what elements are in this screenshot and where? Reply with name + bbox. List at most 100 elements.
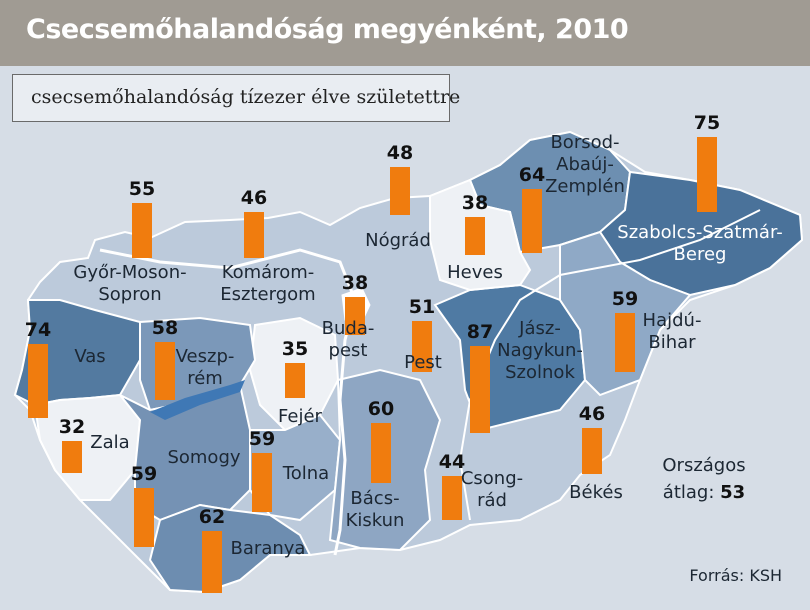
county-name-bacs: Bács- Kiskun — [346, 488, 405, 532]
county-name-line: Jász- — [519, 318, 561, 339]
county-name-zala: Zala — [90, 432, 129, 454]
value-label-baranya: 62 — [198, 506, 226, 528]
baranya-region — [148, 503, 312, 594]
bar-komarom — [244, 212, 264, 258]
county-name-line: Tolna — [282, 463, 330, 484]
county-name-line: Kiskun — [345, 510, 405, 531]
bar-nograd — [390, 167, 410, 215]
county-name-line: Abaúj- — [556, 154, 614, 175]
bar-fejer — [285, 363, 305, 398]
value-label-bacs: 60 — [367, 398, 395, 420]
county-name-line: Fejér — [278, 406, 322, 427]
county-name-line: Baranya — [230, 538, 306, 559]
source-note: Forrás: KSH — [689, 566, 782, 585]
bar-jasz — [470, 346, 490, 433]
county-name-nograd: Nógrád — [365, 230, 431, 252]
value-label-tolna: 59 — [248, 428, 276, 450]
county-name-borsod: Borsod- Abaúj- Zemplén — [545, 132, 625, 198]
county-name-line: Békés — [569, 482, 623, 503]
bar-vas — [28, 344, 48, 418]
county-name-line: Pest — [404, 352, 442, 373]
value-label-csongrad: 44 — [438, 451, 466, 473]
county-name-bekes: Békés — [569, 482, 623, 504]
county-name-line: Somogy — [167, 447, 241, 468]
county-name-line: Zemplén — [545, 176, 625, 197]
bar-borsod — [522, 189, 542, 253]
national-average: Országos átlag: 53 — [654, 452, 754, 506]
bar-somogy — [134, 488, 154, 547]
county-name-veszprem: Veszp-rém — [176, 346, 235, 390]
county-name-line: Esztergom — [220, 284, 316, 305]
county-name-line: Nagykun- — [497, 340, 583, 361]
value-label-jasz: 87 — [466, 321, 494, 343]
county-name-line: Csong- — [460, 468, 524, 489]
county-name-fejer: Fejér — [278, 406, 322, 428]
county-name-line: Borsod- — [550, 132, 620, 153]
county-name-line: Bereg — [673, 244, 727, 265]
county-name-csongrad: Csong-rád — [461, 468, 523, 512]
county-name-pest: Pest — [404, 352, 442, 374]
county-name-komarom: Komárom- Esztergom — [220, 262, 315, 306]
county-name-vas: Vas — [74, 346, 105, 368]
county-name-jasz: Jász- Nagykun- Szolnok — [497, 318, 583, 384]
bar-hajdu — [615, 313, 635, 372]
county-name-line: Győr-Moson- — [73, 262, 187, 283]
value-label-heves: 38 — [461, 192, 489, 214]
county-name-line: pest — [328, 340, 368, 361]
county-name-line: Komárom- — [221, 262, 315, 283]
bar-csongrad — [442, 476, 462, 520]
county-name-budapest: Buda-pest — [322, 318, 375, 362]
county-name-gyor: Győr-Moson- Sopron — [73, 262, 186, 306]
tisza-river — [458, 209, 761, 521]
value-label-gyor: 55 — [128, 178, 156, 200]
legend-box: csecsemőhalandóság tízezer élve születet… — [12, 74, 460, 122]
bar-zala — [62, 441, 82, 473]
county-name-line: Bács- — [350, 488, 400, 509]
value-label-hajdu: 59 — [611, 288, 639, 310]
value-label-fejer: 35 — [281, 338, 309, 360]
value-label-borsod: 64 — [518, 164, 546, 186]
county-name-line: Sopron — [98, 284, 162, 305]
bar-bekes — [582, 428, 602, 474]
value-label-somogy: 59 — [130, 463, 158, 485]
title-bar: Csecsemőhalandóság megyénként, 2010 — [0, 0, 810, 66]
county-name-szabolcs: Szabolcs-Szatmár- Bereg — [617, 222, 782, 266]
value-label-bekes: 46 — [578, 403, 606, 425]
county-name-line: Heves — [447, 262, 503, 283]
county-name-line: rém — [187, 368, 223, 389]
county-name-line: Szolnok — [505, 362, 575, 383]
bar-veszprem — [155, 342, 175, 400]
county-name-line: Szabolcs-Szatmár- — [617, 222, 783, 243]
bar-baranya — [202, 531, 222, 593]
bar-budapest — [345, 297, 365, 335]
value-label-nograd: 48 — [386, 142, 414, 164]
county-name-hajdu: Hajdú- Bihar — [643, 310, 702, 354]
county-name-line: Nógrád — [365, 230, 431, 251]
value-label-veszprem: 58 — [151, 317, 179, 339]
bar-heves — [465, 217, 485, 255]
legend-text: csecsemőhalandóság tízezer élve születet… — [31, 86, 461, 108]
county-name-line: Vas — [74, 346, 106, 367]
value-label-pest: 51 — [408, 296, 436, 318]
county-name-heves: Heves — [447, 262, 503, 284]
county-name-line: rád — [477, 490, 507, 511]
map-title: Csecsemőhalandóság megyénként, 2010 — [26, 14, 629, 45]
value-label-budapest: 38 — [341, 272, 369, 294]
county-name-line: Veszp- — [175, 346, 235, 367]
county-name-tolna: Tolna — [283, 463, 329, 485]
bar-bacs — [371, 423, 391, 483]
county-name-line: Bihar — [648, 332, 696, 353]
county-name-baranya: Baranya — [231, 538, 306, 560]
value-label-komarom: 46 — [240, 187, 268, 209]
value-label-vas: 74 — [24, 319, 52, 341]
county-name-line: Buda- — [321, 318, 375, 339]
lake-balaton — [150, 380, 245, 420]
county-name-somogy: Somogy — [167, 447, 240, 469]
county-name-line: Hajdú- — [642, 310, 702, 331]
value-label-szabolcs: 75 — [693, 112, 721, 134]
bar-tolna — [252, 453, 272, 512]
bar-gyor — [132, 203, 152, 258]
bar-pest — [412, 321, 432, 372]
bar-szabolcs — [697, 137, 717, 212]
